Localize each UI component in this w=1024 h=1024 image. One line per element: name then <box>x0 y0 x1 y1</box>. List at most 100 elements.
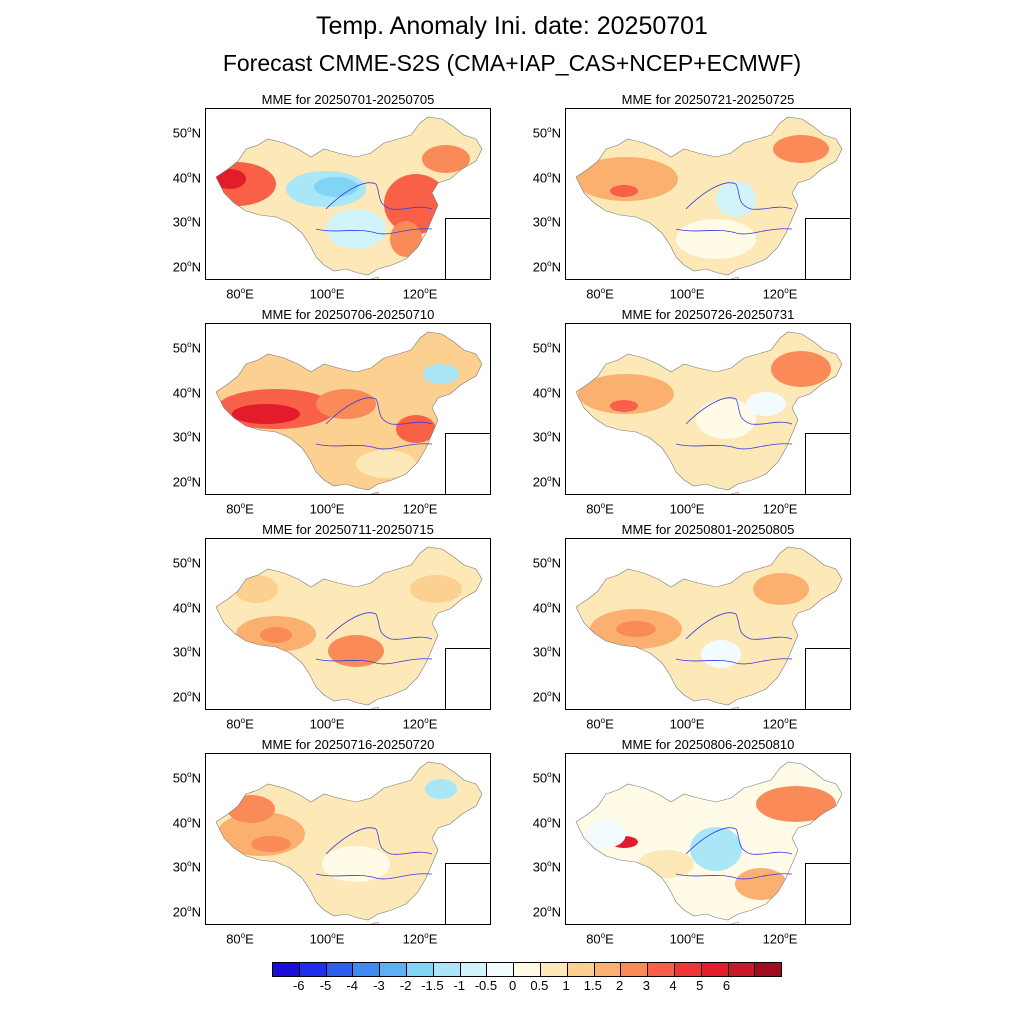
lon-tick-label: 80oE <box>586 931 614 947</box>
lat-tick-label: 50oN <box>532 125 561 141</box>
country-border <box>215 761 483 921</box>
map-frame <box>565 538 851 710</box>
lat-tick-label: 20oN <box>532 474 561 490</box>
colorbar-swatch <box>621 963 649 976</box>
anomaly-region <box>756 786 836 822</box>
anomaly-region <box>701 640 741 668</box>
panel-title: MME for 20250711-20250715 <box>262 522 434 537</box>
lon-tick-label: 100oE <box>669 501 705 517</box>
colorbar <box>272 962 782 977</box>
lat-tick-label: 50oN <box>532 770 561 786</box>
lon-tick-label: 100oE <box>309 716 345 732</box>
anomaly-map <box>575 546 843 709</box>
anomaly-region <box>735 868 787 900</box>
anomaly-region <box>425 779 457 799</box>
lat-tick-label: 30oN <box>532 214 561 230</box>
hainan-island <box>730 276 740 279</box>
lon-tick-label: 80oE <box>226 501 254 517</box>
colorbar-swatch <box>326 963 354 976</box>
country-border <box>215 546 483 706</box>
anomaly-region <box>316 389 376 419</box>
lon-tick-label: 80oE <box>586 716 614 732</box>
colorbar-label: 1 <box>562 978 570 993</box>
yangtze-river <box>315 443 433 450</box>
lat-tick-label: 40oN <box>532 170 561 186</box>
lon-tick-label: 120oE <box>762 931 798 947</box>
panel-title: MME for 20250806-20250810 <box>621 737 795 752</box>
lat-tick-label: 40oN <box>532 600 561 616</box>
colorbar-swatch <box>487 963 515 976</box>
map-panel: MME for 20250721-20250725 50oN 40oN 30oN 20o… <box>533 92 935 302</box>
anomaly-region <box>773 135 829 163</box>
hainan-island <box>730 706 740 709</box>
colorbar-label: -1.5 <box>421 978 444 993</box>
anomaly-region <box>232 404 300 424</box>
south-china-sea-inset <box>445 648 490 709</box>
anomaly-map <box>215 331 483 494</box>
lat-tick-label: 20oN <box>172 904 201 920</box>
map-panel: MME for 20250706-20250710 50oN 40oN 30oN 20o… <box>173 307 575 517</box>
lat-tick-label: 20oN <box>172 474 201 490</box>
anomaly-region <box>314 177 358 197</box>
colorbar-label: -4 <box>346 978 358 993</box>
map-panel: MME for 20250701-20250705 50oN 40oN 30oN 20o… <box>173 92 575 302</box>
anomaly-region <box>390 221 422 257</box>
lon-tick-label: 100oE <box>669 931 705 947</box>
colorbar-label: 1.5 <box>583 978 602 993</box>
colorbar-swatch <box>353 963 381 976</box>
colorbar-swatch <box>273 963 300 976</box>
colorbar-swatch <box>540 963 568 976</box>
yellow-river <box>685 182 793 210</box>
lat-tick-label: 50oN <box>532 555 561 571</box>
lon-tick-label: 80oE <box>226 931 254 947</box>
south-china-sea-inset <box>805 218 850 279</box>
lon-tick-label: 80oE <box>586 501 614 517</box>
lat-tick-label: 40oN <box>532 815 561 831</box>
anomaly-region <box>638 850 694 878</box>
colorbar-label: -6 <box>292 978 305 993</box>
lat-tick-label: 20oN <box>532 259 561 275</box>
hainan-island <box>730 491 740 494</box>
lon-tick-label: 100oE <box>309 931 345 947</box>
anomaly-region <box>251 836 291 852</box>
lat-tick-label: 40oN <box>172 170 201 186</box>
colorbar-swatch <box>299 963 327 976</box>
yangtze-river <box>675 443 793 450</box>
yangtze-river <box>675 873 793 880</box>
south-china-sea-inset <box>445 433 490 494</box>
lat-tick-label: 20oN <box>172 259 201 275</box>
country-border <box>215 116 483 276</box>
map-frame <box>565 323 851 495</box>
anomaly-region <box>771 351 831 387</box>
colorbar-label: 5 <box>696 978 704 993</box>
anomaly-region <box>422 145 470 173</box>
country-border <box>575 546 843 706</box>
map-panel: MME for 20250801-20250805 50oN 40oN 30oN 20o… <box>533 522 935 732</box>
colorbar-swatch <box>674 963 702 976</box>
colorbar-swatch <box>406 963 434 976</box>
lat-tick-label: 50oN <box>172 125 201 141</box>
panel-title: MME for 20250801-20250805 <box>621 522 795 537</box>
colorbar-swatch <box>701 963 729 976</box>
yellow-river <box>685 397 793 425</box>
map-frame <box>205 538 491 710</box>
panel-title: MME for 20250706-20250710 <box>261 307 435 322</box>
lat-tick-label: 50oN <box>172 770 201 786</box>
lat-tick-label: 40oN <box>172 600 201 616</box>
anomaly-map <box>575 116 843 279</box>
hainan-island <box>370 276 380 279</box>
yangtze-river <box>315 228 433 235</box>
lat-tick-label: 50oN <box>172 555 201 571</box>
yangtze-river <box>315 873 433 880</box>
colorbar-label: -1 <box>453 978 465 993</box>
anomaly-region <box>616 621 656 637</box>
lon-tick-label: 80oE <box>226 286 254 302</box>
anomaly-region <box>396 415 436 443</box>
anomaly-region <box>610 400 638 412</box>
yangtze-river <box>675 228 793 235</box>
colorbar-labels: -6 -5 -4 -3 -2 -1.5 -1 -0.5 0 0.5 1 1.5 2 3 4 5 6 <box>272 978 782 994</box>
colorbar-swatch <box>460 963 488 976</box>
yellow-river <box>325 827 433 855</box>
lat-tick-label: 50oN <box>532 340 561 356</box>
anomaly-region <box>576 157 678 201</box>
